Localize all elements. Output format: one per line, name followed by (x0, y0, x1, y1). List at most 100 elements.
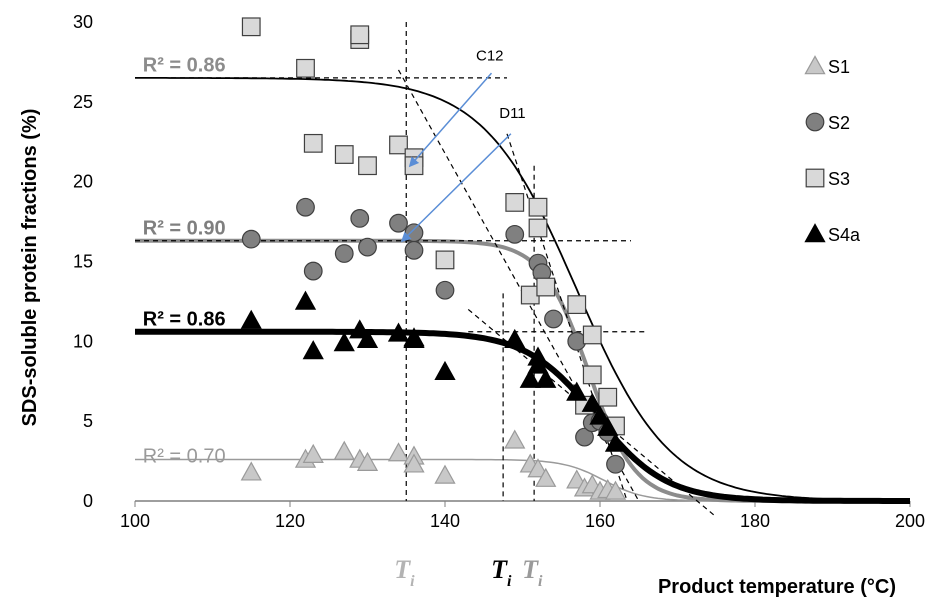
data-point-s1 (302, 443, 324, 463)
legend-label-s1: S1 (828, 57, 850, 77)
y-tick-label: 5 (83, 411, 93, 431)
data-point-s1 (387, 442, 410, 462)
data-point-s2 (544, 309, 563, 329)
legend-item-s2: S2 (805, 112, 850, 133)
y-tick-label: 15 (73, 252, 93, 272)
annotation-label-c12: C12 (476, 47, 504, 64)
annotation-arrow-d11 (400, 133, 512, 243)
data-point-s2 (606, 454, 625, 474)
data-point-s2 (575, 427, 594, 447)
data-points (240, 17, 627, 500)
data-point-s4a (387, 322, 410, 342)
legend-marker-s1 (804, 55, 826, 75)
r2-label-s1: R² = 0.70 (143, 446, 226, 468)
data-point-s4a (356, 328, 379, 349)
legend-label-s3: S3 (828, 169, 850, 189)
x-tick-label: 100 (120, 511, 150, 531)
data-point-s1 (356, 451, 379, 471)
data-point-s2 (350, 208, 370, 228)
r2-labels: R² = 0.70 R² = 0.90 R² = 0.86 R² = 0.86 (143, 54, 226, 467)
legend-marker-s4a (804, 223, 826, 243)
legend-marker-s3 (805, 168, 825, 188)
data-point-s4a (504, 328, 526, 349)
x-tick-label: 200 (895, 511, 925, 531)
annotation-label-d11: D11 (499, 105, 525, 122)
data-point-s1 (240, 461, 262, 481)
data-point-s1 (504, 429, 526, 449)
data-point-s3 (582, 325, 602, 345)
ti-marker-subscript: i (410, 573, 415, 590)
data-point-s1 (403, 453, 425, 473)
x-tick-label: 120 (275, 511, 305, 531)
data-point-s4a (581, 392, 603, 412)
guide-lines (135, 22, 717, 518)
y-tick-label: 25 (73, 92, 93, 112)
data-point-s1 (527, 458, 549, 478)
data-point-s4a (535, 368, 557, 388)
x-tick-label: 140 (430, 511, 460, 531)
data-point-s3 (358, 156, 377, 176)
data-point-s2 (435, 280, 455, 300)
data-point-s3 (296, 58, 315, 78)
data-point-s4a (589, 405, 611, 425)
legend-label-s4a: S4a (828, 225, 861, 245)
legend: S1 S2 S3 S4a (804, 55, 861, 245)
data-point-s2 (334, 244, 354, 263)
ti-marker-1: Ti (394, 555, 415, 590)
data-point-s3 (528, 218, 548, 238)
data-point-s4a (604, 432, 627, 452)
series-s4a (240, 290, 627, 452)
data-point-s1 (535, 467, 557, 487)
annotations: C12 D11 (400, 47, 526, 243)
data-point-s2 (404, 240, 424, 260)
data-point-s4a (294, 290, 317, 310)
data-point-s3 (505, 193, 525, 212)
ti-markers: Ti Ti Ti (394, 555, 543, 590)
data-point-s4a (434, 360, 456, 380)
y-tick-label: 30 (73, 12, 93, 32)
r2-label-s4a: R² = 0.86 (143, 308, 226, 330)
data-point-s4a (302, 340, 324, 360)
y-axis-title: SDS-soluble protein fractions (%) (19, 109, 41, 427)
ti-marker-3: Ti (522, 555, 543, 590)
data-point-s4a (519, 368, 541, 388)
legend-label-s2: S2 (828, 113, 850, 133)
ti-marker-subscript: i (507, 573, 512, 590)
data-point-s4a (527, 354, 549, 374)
data-point-s2 (296, 197, 315, 217)
data-point-s3 (582, 365, 602, 385)
data-point-s3 (528, 197, 548, 217)
data-point-s4a (333, 332, 355, 352)
data-point-s2 (505, 224, 525, 244)
data-point-s3 (404, 156, 424, 176)
data-point-s3 (303, 133, 323, 153)
data-point-s3 (389, 135, 408, 155)
data-point-s3 (334, 145, 354, 164)
fit-curve-s4a (135, 328, 910, 504)
data-point-s4a (597, 416, 619, 436)
r2-label-s3: R² = 0.86 (143, 54, 226, 76)
axes: 100 120 140 160 180 200 0 5 10 15 20 25 30 (73, 12, 925, 531)
data-point-s2 (241, 229, 261, 249)
x-tick-label: 180 (740, 511, 770, 531)
x-axis-title: Product temperature (°C) (658, 576, 896, 598)
data-point-s1 (434, 464, 456, 484)
data-point-s4a (566, 381, 588, 401)
legend-item-s3: S3 (805, 168, 850, 189)
tangent-line-s3 (397, 69, 640, 502)
y-tick-label: 20 (73, 172, 93, 192)
x-tick-label: 160 (585, 511, 615, 531)
data-point-s2 (389, 213, 408, 233)
data-point-s3 (598, 387, 618, 407)
series-s3 (241, 17, 625, 436)
legend-item-s4a: S4a (804, 223, 861, 245)
series-s1 (240, 429, 627, 500)
data-point-s4a (349, 319, 371, 339)
data-point-s3 (435, 250, 455, 270)
data-point-s3 (241, 17, 261, 37)
ti-marker-2: Ti (491, 555, 512, 590)
data-point-s1 (604, 480, 627, 500)
data-point-s3 (536, 277, 556, 297)
data-point-s3 (567, 295, 587, 315)
